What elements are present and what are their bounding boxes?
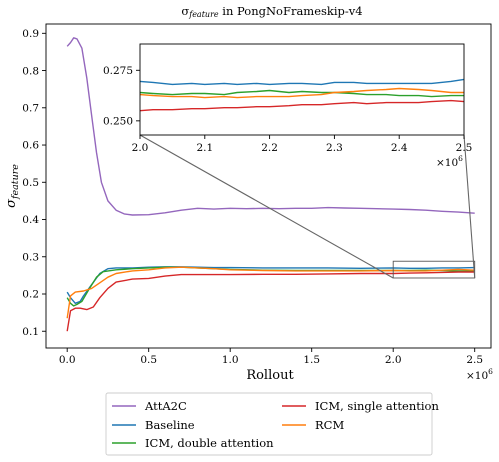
main-xtick-label: 1.0	[222, 354, 239, 366]
legend: AttA2C Baseline ICM, double attention ICM, …	[106, 393, 439, 455]
legend-label: RCM	[315, 418, 344, 432]
x-axis-label: Rollout	[246, 368, 294, 383]
inset-ytick-label: 0.275	[103, 65, 133, 77]
inset-xtick-label: 2.3	[326, 142, 343, 154]
legend-label: ICM, double attention	[145, 436, 274, 450]
legend-label: AttA2C	[144, 399, 187, 413]
main-ytick-label: 0.4	[22, 214, 39, 226]
main-x-multiplier: ×106	[466, 367, 493, 382]
chart-title: σfeature in PongNoFrameskip-v4	[181, 4, 362, 19]
main-ytick-label: 0.3	[22, 251, 39, 263]
main-xtick-label: 1.5	[303, 354, 320, 366]
main-xtick-label: 2.5	[466, 354, 483, 366]
main-ytick-label: 0.1	[22, 326, 39, 338]
main-ytick-label: 0.6	[22, 140, 39, 152]
main-series-icm-single-attention	[67, 272, 475, 331]
main-series-baseline	[67, 267, 475, 304]
chart-title-main: σ	[181, 4, 189, 18]
zoom-connector-left	[140, 135, 393, 278]
main-ytick-label: 0.5	[22, 177, 39, 189]
legend-label: ICM, single attention	[315, 399, 439, 413]
inset-xtick-label: 2.1	[196, 142, 213, 154]
chart-title-rest: in PongNoFrameskip-v4	[219, 4, 363, 18]
main-xtick-label: 0.5	[140, 354, 157, 366]
inset-xtick-label: 2.0	[132, 142, 149, 154]
main-ytick-label: 0.8	[22, 65, 39, 77]
main-xtick-label: 2.0	[385, 354, 402, 366]
chart-title-sub: feature	[188, 10, 219, 19]
inset-x-multiplier: ×106	[436, 154, 463, 169]
main-xtick-label: 0.0	[59, 354, 76, 366]
inset-xtick-label: 2.2	[261, 142, 278, 154]
zoom-connector-right	[464, 135, 475, 278]
y-axis-label: σfeature	[4, 164, 21, 208]
inset-ytick-label: 0.250	[103, 116, 133, 128]
main-ytick-label: 0.7	[22, 102, 39, 114]
main-ytick-label: 0.9	[22, 28, 39, 40]
inset-xtick-label: 2.4	[391, 142, 408, 154]
legend-label: Baseline	[145, 418, 195, 432]
inset-xtick-label: 2.5	[456, 142, 473, 154]
main-ytick-label: 0.2	[22, 289, 39, 301]
